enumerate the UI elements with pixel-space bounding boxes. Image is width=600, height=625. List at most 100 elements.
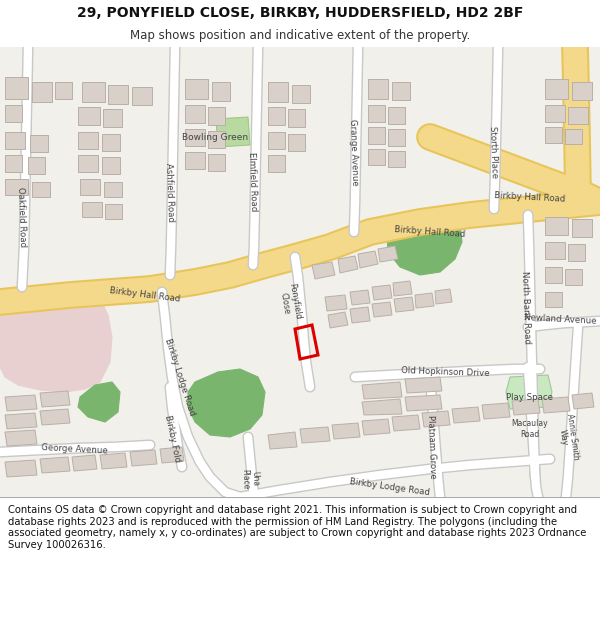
Polygon shape [160,447,184,463]
Polygon shape [415,293,434,308]
Polygon shape [565,269,582,285]
Polygon shape [5,395,37,411]
Polygon shape [358,251,378,268]
Polygon shape [392,415,420,431]
Polygon shape [362,419,390,435]
Polygon shape [568,244,585,261]
Polygon shape [82,82,105,102]
Text: Birkby Lodge Road: Birkby Lodge Road [163,337,197,417]
Text: Birkby Fold: Birkby Fold [163,414,181,464]
Polygon shape [5,413,37,429]
Polygon shape [545,267,562,283]
Polygon shape [185,79,208,99]
Polygon shape [208,154,225,171]
Polygon shape [80,179,100,195]
Text: 29, PONYFIELD CLOSE, BIRKBY, HUDDERSFIELD, HD2 2BF: 29, PONYFIELD CLOSE, BIRKBY, HUDDERSFIEL… [77,6,523,20]
Text: Storth Place: Storth Place [488,126,499,178]
Polygon shape [105,204,122,219]
Polygon shape [545,292,562,307]
Text: Old Hopkinson Drive: Old Hopkinson Drive [401,366,490,378]
Polygon shape [372,285,392,300]
Polygon shape [0,47,600,497]
Polygon shape [378,246,398,262]
Polygon shape [216,117,250,147]
Polygon shape [512,399,540,415]
Polygon shape [108,85,128,104]
Polygon shape [300,427,330,443]
Text: Ponyfield
Close: Ponyfield Close [277,282,303,322]
Polygon shape [565,129,582,144]
Polygon shape [372,302,392,317]
Polygon shape [545,242,565,259]
Polygon shape [362,399,402,415]
Text: Elmfield Road: Elmfield Road [247,152,259,212]
Polygon shape [32,82,52,102]
Polygon shape [368,127,385,144]
Polygon shape [268,107,285,125]
Polygon shape [40,409,70,425]
Polygon shape [28,157,45,174]
Polygon shape [388,151,405,167]
Polygon shape [104,182,122,197]
Polygon shape [268,82,288,102]
Polygon shape [72,455,97,471]
Polygon shape [5,132,25,149]
Polygon shape [328,312,348,328]
Polygon shape [40,457,70,473]
Polygon shape [435,289,452,304]
Polygon shape [312,262,335,279]
Text: North Bank Road: North Bank Road [520,271,532,344]
Text: Newland Avenue: Newland Avenue [524,312,596,326]
Polygon shape [338,256,358,273]
Polygon shape [292,85,310,103]
Polygon shape [78,132,98,149]
Polygon shape [388,129,405,146]
Text: Una
Place: Una Place [240,469,260,489]
Polygon shape [208,107,225,125]
Polygon shape [368,79,388,99]
Text: Birkby Hall Road: Birkby Hall Road [394,225,466,239]
Polygon shape [452,407,480,423]
Polygon shape [545,105,565,122]
Polygon shape [350,307,370,323]
Polygon shape [350,290,370,305]
Polygon shape [393,281,412,296]
Text: Oakfield Road: Oakfield Road [16,187,28,248]
Polygon shape [130,450,157,466]
Polygon shape [5,155,22,172]
Polygon shape [545,127,562,143]
Polygon shape [545,217,568,235]
Polygon shape [185,129,205,146]
Polygon shape [405,377,442,393]
Polygon shape [332,423,360,439]
Polygon shape [268,132,285,149]
Polygon shape [568,107,588,124]
Polygon shape [82,202,102,217]
Polygon shape [268,432,297,449]
Polygon shape [388,107,405,124]
Polygon shape [30,135,48,152]
Polygon shape [103,109,122,127]
Polygon shape [268,155,285,172]
Polygon shape [368,105,385,122]
Polygon shape [542,397,570,413]
Text: Ashfield Road: Ashfield Road [164,162,176,222]
Polygon shape [422,411,450,427]
Text: Birkby Lodge Road: Birkby Lodge Road [349,477,431,497]
Polygon shape [5,179,28,195]
Polygon shape [102,157,120,174]
Polygon shape [55,82,72,99]
Polygon shape [78,382,120,422]
Polygon shape [5,105,22,122]
Polygon shape [572,82,592,100]
Text: Contains OS data © Crown copyright and database right 2021. This information is : Contains OS data © Crown copyright and d… [8,505,586,550]
Polygon shape [78,107,100,125]
Text: Platnam Grove: Platnam Grove [427,415,437,479]
Polygon shape [482,403,510,419]
Text: Annie Smith
Way: Annie Smith Way [555,412,581,461]
Polygon shape [572,393,594,409]
Polygon shape [362,382,402,399]
Polygon shape [132,87,152,105]
Polygon shape [5,77,28,99]
Polygon shape [32,182,50,197]
